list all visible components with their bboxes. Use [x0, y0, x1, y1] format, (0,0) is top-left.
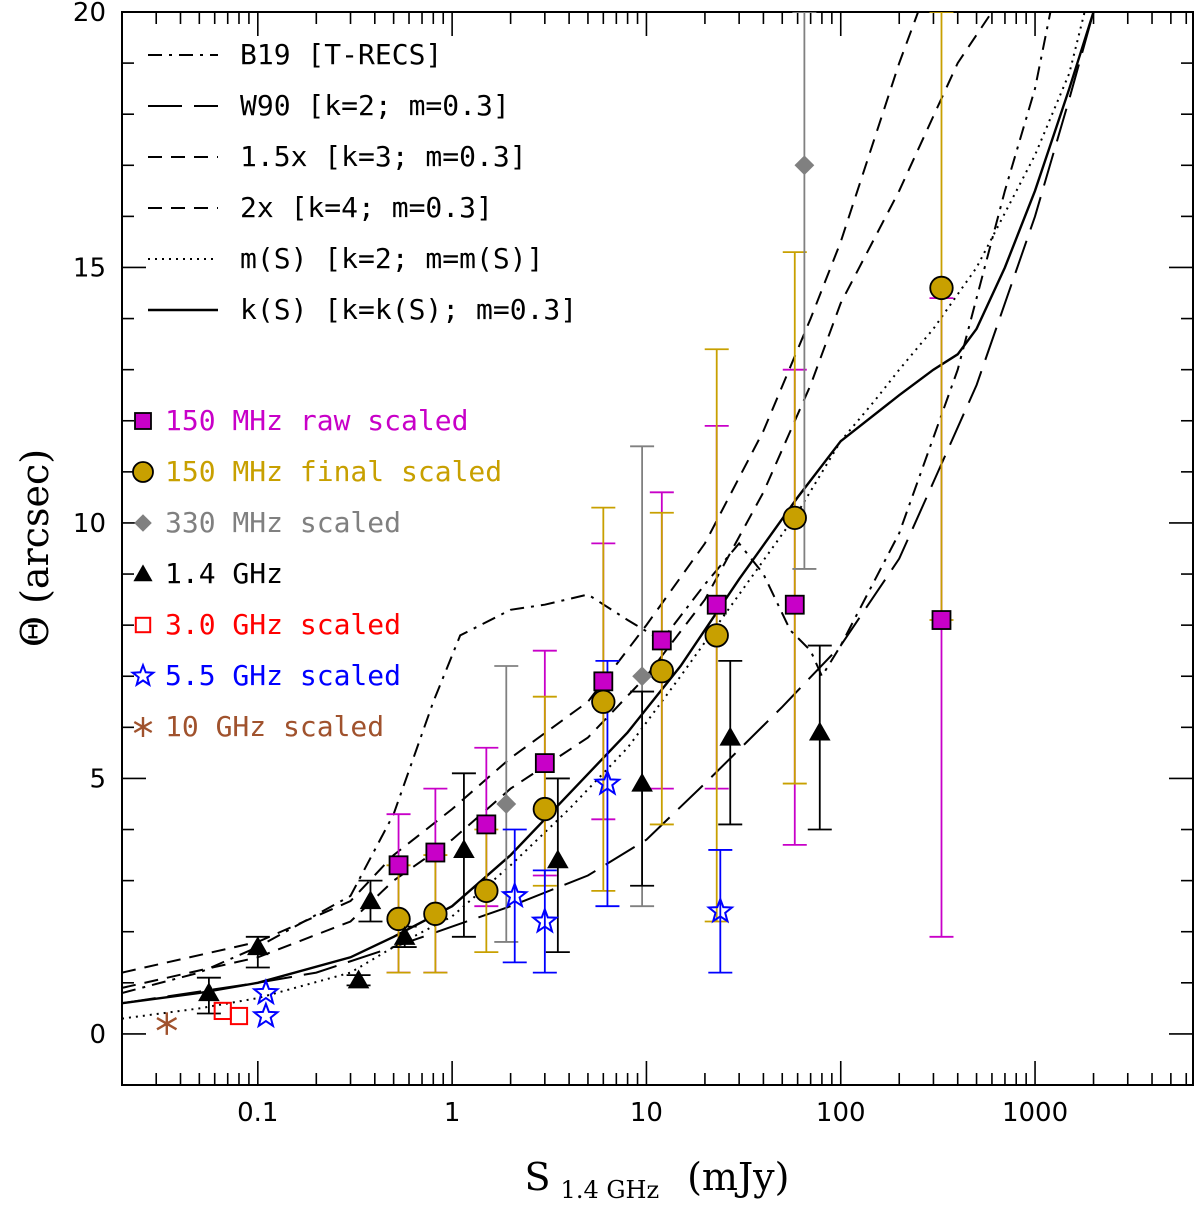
- point-1-4-ghz: [247, 936, 269, 956]
- point-5-5-ghz-scaled: [251, 1001, 281, 1029]
- point-150-mhz-raw-scaled: [593, 671, 614, 692]
- legend-label-4: 2x [k=4; m=0.3]: [240, 191, 493, 224]
- legend-label-150-mhz-raw-scaled: 150 MHz raw scaled: [165, 404, 468, 437]
- point-1-4-ghz: [347, 969, 370, 989]
- x-tick-label: 1000: [1002, 1098, 1068, 1128]
- legend-label-6: k(S) [k=k(S); m=0.3]: [240, 293, 577, 326]
- point-10-ghz-scaled: [156, 1012, 178, 1035]
- model-curve-2: [122, 12, 1095, 1005]
- point-330-mhz-scaled: [632, 666, 653, 687]
- point-150-mhz-raw-scaled: [931, 610, 952, 630]
- point-150-mhz-raw-scaled: [784, 594, 805, 615]
- legend-label-3-0-ghz-scaled: 3.0 GHz scaled: [165, 608, 401, 641]
- point-150-mhz-final-scaled: [591, 689, 616, 714]
- point-150-mhz-final-scaled: [532, 796, 557, 822]
- point-150-mhz-raw-scaled: [706, 594, 727, 615]
- point-5-5-ghz-scaled: [500, 880, 530, 909]
- point-5-5-ghz-scaled: [530, 906, 560, 934]
- legend-label-2: W90 [k=2; m=0.3]: [240, 89, 510, 122]
- x-axis-label-unit: (mJy): [687, 1155, 789, 1199]
- y-axis-label: Θ (arcsec): [13, 449, 57, 647]
- x-axis-label-subscript: 1.4 GHz: [561, 1176, 660, 1204]
- point-150-mhz-final-scaled: [929, 275, 954, 301]
- point-5-5-ghz-scaled: [251, 978, 281, 1006]
- point-5-5-ghz-scaled: [593, 768, 622, 796]
- legend-label-3: 1.5x [k=3; m=0.3]: [240, 140, 527, 173]
- point-150-mhz-raw-scaled: [425, 842, 446, 863]
- point-150-mhz-final-scaled: [423, 901, 448, 926]
- point-1-4-ghz: [393, 926, 416, 945]
- y-tick-label: 10: [73, 509, 106, 539]
- legend-marker-1-4-ghz: [133, 564, 153, 582]
- legend-label-330-mhz-scaled: 330 MHz scaled: [165, 506, 401, 539]
- point-150-mhz-final-scaled: [474, 878, 499, 903]
- point-330-mhz-scaled: [496, 794, 517, 814]
- point-5-5-ghz-scaled: [706, 896, 735, 924]
- legend-label-5-5-ghz-scaled: 5.5 GHz scaled: [165, 659, 401, 692]
- legend-label-1-4-ghz: 1.4 GHz: [165, 557, 283, 590]
- y-tick-label: 5: [89, 764, 106, 794]
- point-150-mhz-final-scaled: [704, 623, 729, 648]
- point-150-mhz-raw-scaled: [651, 630, 672, 651]
- legend-label-150-mhz-final-scaled: 150 MHz final scaled: [165, 455, 502, 488]
- x-axis-label-main: S: [525, 1155, 551, 1199]
- point-150-mhz-raw-scaled: [476, 814, 497, 835]
- legend-marker-150-mhz-final-scaled: [132, 461, 154, 483]
- model-curve-6: [122, 12, 1095, 1005]
- legend-label-10-ghz-scaled: 10 GHz scaled: [165, 710, 384, 743]
- x-tick-label: 10: [630, 1098, 663, 1128]
- point-3-0-ghz-scaled: [229, 1006, 249, 1026]
- point-150-mhz-raw-scaled: [534, 753, 555, 773]
- point-1-4-ghz: [453, 839, 475, 859]
- x-tick-label: 0.1: [237, 1098, 278, 1128]
- point-1-4-ghz: [198, 982, 220, 1002]
- point-3-0-ghz-scaled: [213, 1001, 232, 1021]
- legend-marker-3-0-ghz-scaled: [134, 616, 152, 634]
- x-axis-label: S 1.4 GHz (mJy): [525, 1155, 790, 1204]
- legend: B19 [T-RECS] W90 [k=2; m=0.3] 1.5x [k=3; m…: [129, 38, 577, 743]
- point-1-4-ghz: [719, 726, 742, 746]
- point-1-4-ghz: [547, 849, 569, 869]
- data-markers: [156, 155, 954, 1035]
- legend-marker-150-mhz-raw-scaled: [134, 412, 152, 430]
- legend-label-1: B19 [T-RECS]: [240, 38, 442, 71]
- point-1-4-ghz: [359, 890, 382, 910]
- y-tick-label: 15: [73, 253, 106, 283]
- point-1-4-ghz: [808, 721, 831, 741]
- x-tick-label: 100: [816, 1098, 866, 1128]
- point-330-mhz-scaled: [794, 155, 815, 176]
- model-curve-4: [122, 12, 920, 974]
- point-1-4-ghz: [631, 772, 653, 792]
- y-tick-label: 20: [73, 0, 106, 28]
- legend-marker-10-ghz-scaled: [133, 717, 153, 737]
- legend-label-5: m(S) [k=2; m=m(S)]: [240, 242, 543, 275]
- legend-marker-5-5-ghz-scaled: [129, 662, 157, 688]
- point-150-mhz-raw-scaled: [388, 855, 409, 876]
- plot-frame: [121, 11, 1194, 1086]
- point-150-mhz-final-scaled: [649, 658, 674, 684]
- point-150-mhz-final-scaled: [386, 906, 411, 932]
- y-tick-label: 0: [89, 1020, 106, 1050]
- x-tick-label: 1: [444, 1098, 461, 1128]
- point-150-mhz-final-scaled: [782, 505, 807, 530]
- legend-marker-330-mhz-scaled: [134, 514, 152, 532]
